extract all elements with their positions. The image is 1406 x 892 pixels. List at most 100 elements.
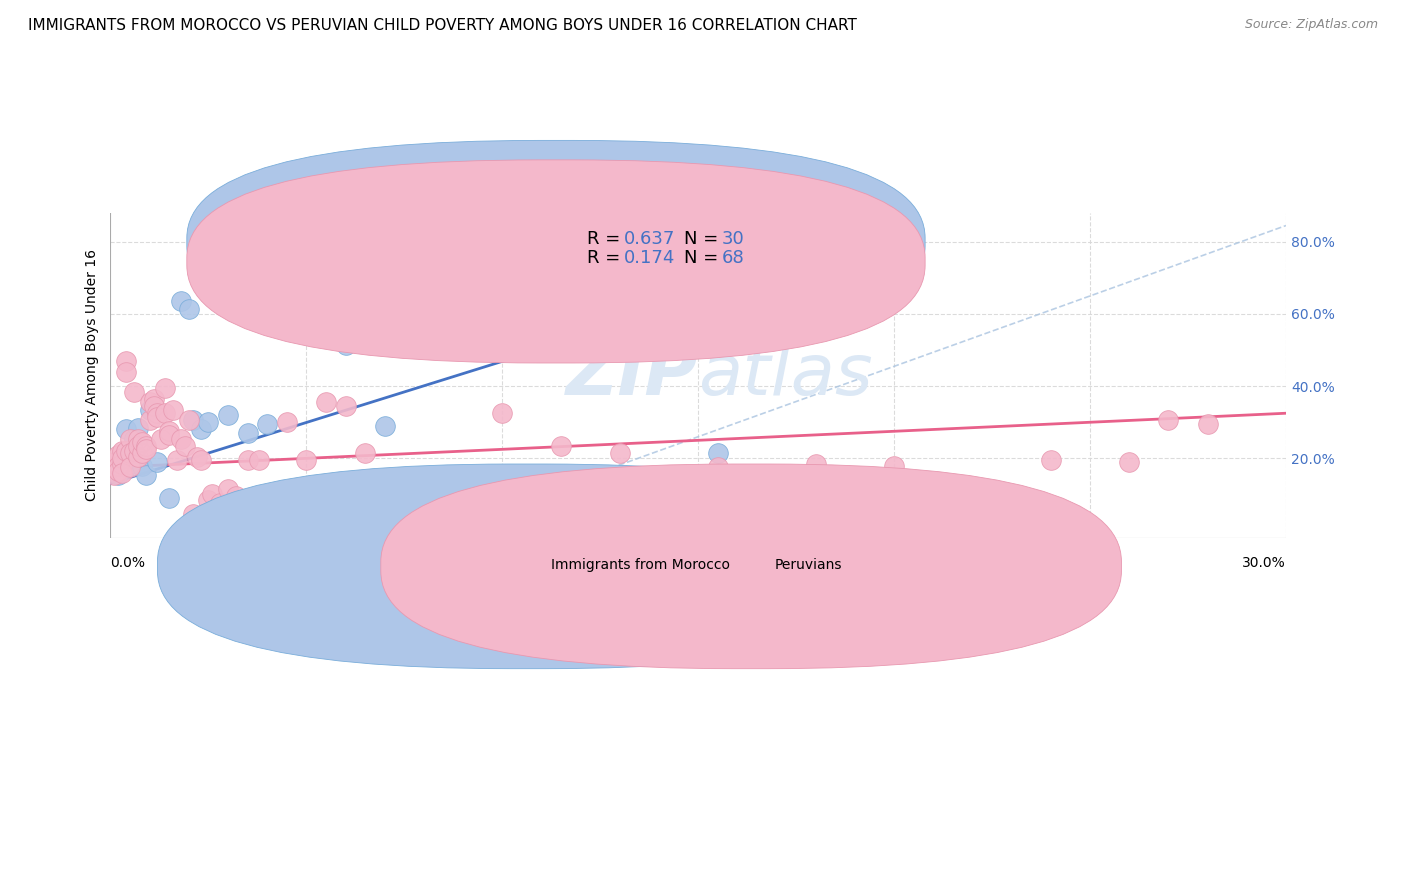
Point: [127, 450, 149, 464]
Text: Immigrants from Morocco: Immigrants from Morocco: [551, 558, 730, 573]
Point: [111, 455, 134, 469]
Point: [157, 424, 180, 438]
Point: [146, 409, 169, 424]
Point: [155, 381, 177, 395]
Point: [197, 415, 219, 429]
Text: N =: N =: [685, 250, 724, 268]
Point: [111, 466, 134, 480]
Point: [135, 442, 157, 457]
Point: [118, 457, 141, 471]
Point: [155, 406, 177, 420]
Point: [157, 491, 180, 505]
Text: R =: R =: [586, 230, 626, 248]
Point: [131, 435, 153, 450]
Point: [115, 444, 138, 458]
Text: 0.637: 0.637: [624, 230, 675, 248]
Point: [107, 464, 129, 478]
Point: [115, 422, 138, 436]
Point: [394, 504, 416, 518]
FancyBboxPatch shape: [157, 464, 898, 669]
Point: [201, 487, 224, 501]
Point: [197, 492, 219, 507]
Text: Peruvians: Peruvians: [775, 558, 842, 573]
Point: [142, 392, 165, 406]
Point: [804, 457, 827, 471]
Point: [354, 446, 377, 460]
Text: Source: ZipAtlas.com: Source: ZipAtlas.com: [1244, 18, 1378, 31]
Point: [181, 508, 204, 522]
Point: [146, 455, 169, 469]
Point: [118, 432, 141, 446]
Point: [115, 365, 138, 379]
Point: [118, 451, 141, 466]
Point: [315, 273, 337, 287]
Point: [209, 496, 232, 510]
FancyBboxPatch shape: [527, 222, 792, 271]
Point: [138, 402, 160, 417]
Point: [103, 455, 125, 469]
Point: [217, 482, 239, 496]
Point: [1118, 455, 1140, 469]
Point: [115, 354, 138, 368]
Point: [394, 494, 416, 508]
Point: [107, 458, 129, 473]
Point: [135, 467, 157, 482]
Point: [170, 432, 193, 446]
Point: [491, 406, 513, 420]
Point: [170, 294, 193, 309]
Point: [1197, 417, 1219, 431]
Point: [217, 408, 239, 422]
Point: [111, 451, 134, 466]
Point: [374, 418, 396, 433]
Point: [111, 451, 134, 466]
Point: [138, 395, 160, 409]
Point: [103, 460, 125, 475]
Point: [295, 453, 318, 467]
Point: [550, 439, 572, 453]
Point: [157, 428, 180, 442]
Point: [107, 457, 129, 471]
Point: [103, 460, 125, 475]
Point: [142, 399, 165, 413]
Point: [883, 458, 905, 473]
Text: 0.174: 0.174: [624, 250, 675, 268]
Text: ZIP: ZIP: [567, 341, 699, 409]
Point: [1039, 453, 1062, 467]
Text: 30.0%: 30.0%: [1243, 556, 1286, 570]
Point: [225, 489, 247, 503]
Point: [247, 453, 270, 467]
Point: [107, 448, 129, 462]
Point: [107, 467, 129, 482]
Point: [111, 457, 134, 471]
Point: [335, 337, 357, 351]
Point: [115, 460, 138, 475]
Point: [276, 415, 298, 429]
Point: [190, 453, 212, 467]
Point: [186, 450, 208, 464]
Point: [412, 487, 434, 501]
Text: 68: 68: [721, 250, 745, 268]
Point: [177, 301, 200, 316]
Point: [609, 446, 631, 460]
Point: [138, 413, 160, 427]
Point: [131, 446, 153, 460]
Point: [122, 432, 145, 446]
FancyBboxPatch shape: [381, 464, 1122, 669]
Point: [173, 439, 195, 453]
Point: [256, 417, 278, 431]
Point: [135, 439, 157, 453]
Point: [122, 384, 145, 399]
Text: R =: R =: [586, 250, 626, 268]
Point: [150, 432, 173, 446]
Point: [103, 467, 125, 482]
Point: [162, 402, 184, 417]
Point: [315, 395, 337, 409]
Point: [127, 420, 149, 434]
Point: [166, 453, 188, 467]
Point: [420, 487, 443, 501]
Point: [1157, 413, 1180, 427]
Point: [335, 399, 357, 413]
Text: 0.0%: 0.0%: [111, 556, 145, 570]
Point: [127, 439, 149, 453]
Point: [236, 426, 259, 441]
